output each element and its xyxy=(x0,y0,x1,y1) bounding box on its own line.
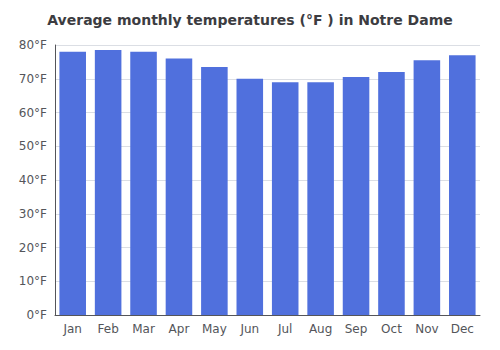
svg-text:50°F: 50°F xyxy=(19,139,47,153)
svg-text:May: May xyxy=(202,322,227,336)
svg-text:80°F: 80°F xyxy=(19,38,47,52)
svg-text:0°F: 0°F xyxy=(26,308,47,322)
svg-text:Sep: Sep xyxy=(345,322,368,336)
svg-text:Oct: Oct xyxy=(381,322,402,336)
svg-text:30°F: 30°F xyxy=(19,207,47,221)
svg-text:20°F: 20°F xyxy=(19,241,47,255)
svg-text:Mar: Mar xyxy=(132,322,155,336)
svg-text:Apr: Apr xyxy=(169,322,190,336)
svg-text:60°F: 60°F xyxy=(19,106,47,120)
svg-text:40°F: 40°F xyxy=(19,173,47,187)
svg-text:Jun: Jun xyxy=(239,322,259,336)
svg-text:Jul: Jul xyxy=(277,322,292,336)
svg-text:Dec: Dec xyxy=(451,322,474,336)
svg-text:70°F: 70°F xyxy=(19,72,47,86)
svg-text:Average monthly temperatures (: Average monthly temperatures (°F ) in No… xyxy=(47,12,452,28)
svg-text:Jan: Jan xyxy=(62,322,82,336)
svg-text:Aug: Aug xyxy=(309,322,332,336)
svg-text:10°F: 10°F xyxy=(19,274,47,288)
svg-text:Nov: Nov xyxy=(415,322,438,336)
svg-text:Feb: Feb xyxy=(98,322,119,336)
